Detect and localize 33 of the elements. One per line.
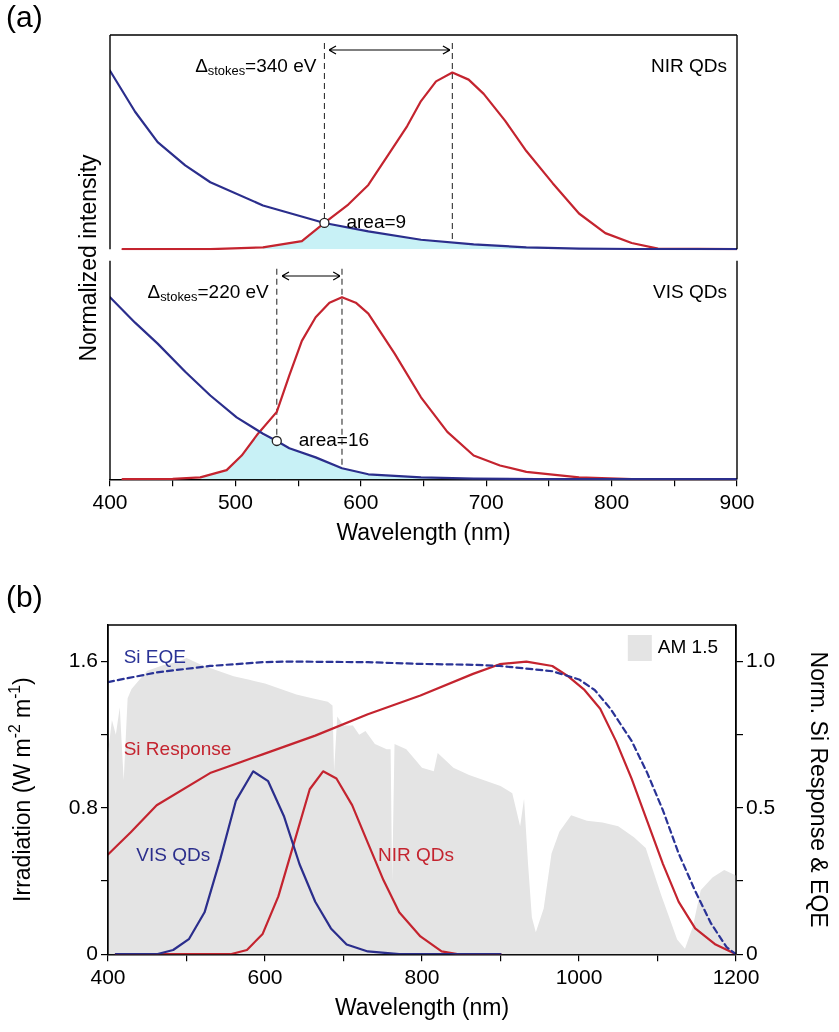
y-tick-label: 1.6 [68,648,98,672]
x-tick-label: 400 [92,489,128,513]
y2-tick-label: 0 [746,941,758,964]
x-tick-label: 400 [90,964,126,988]
series-label: VIS QDs [136,843,211,865]
y2-axis-title: Norm. Si Response & EQE [805,651,832,928]
series-label: NIR QDs [378,843,455,865]
y-axis-title: Normalized intensity [74,153,102,364]
x-tick-label: 500 [217,489,253,513]
annotation: area=9 [346,211,407,233]
x-tick-label: 600 [343,489,379,513]
y2-tick-label: 0.5 [746,794,776,818]
x-tick-label: 800 [594,489,630,513]
annotation: NIR QDs [651,55,727,77]
x-tick-label: 1000 [555,964,603,988]
x-tick-label: 900 [719,489,755,513]
x-tick-label: 600 [247,964,283,988]
chart-title: (a) [6,0,43,34]
legend-label: AM 1.5 [657,636,719,658]
x-tick-label: 700 [468,489,504,513]
series-label: Si Response [123,738,232,760]
y-axis-title: Irradiation (W m-2 m-1) [6,677,36,902]
annotation: VIS QDs [653,281,727,303]
chart-title: (b) [6,580,43,614]
y-tick-label: 0.8 [68,794,98,818]
x-tick-label: 1200 [712,964,760,988]
x-axis-title: Wavelength (nm) [334,993,510,1020]
series-label: Si EQE [123,646,187,668]
x-axis-title: Wavelength (nm) [336,518,511,545]
x-tick-label: 800 [404,964,440,988]
y-tick-label: 0 [86,941,98,964]
annotation: area=16 [298,429,370,451]
y2-tick-label: 1.0 [746,648,776,672]
